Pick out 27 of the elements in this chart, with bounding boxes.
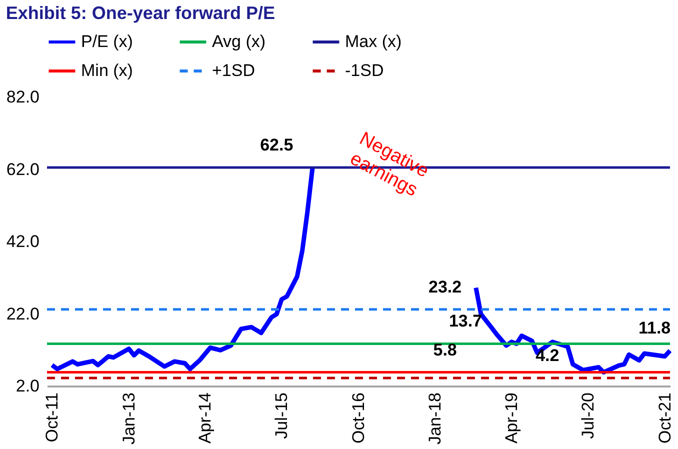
legend-label: +1SD — [212, 61, 255, 80]
x-tick-label: Jul-15 — [272, 392, 292, 439]
x-tick-label: Apr-14 — [196, 392, 215, 444]
annotation: 5.8 — [433, 340, 457, 360]
y-tick-label: 22.0 — [6, 304, 40, 324]
legend-label: -1SD — [345, 61, 384, 80]
annotation: 11.8 — [638, 318, 671, 338]
x-tick-label: Oct-16 — [349, 392, 368, 444]
x-tick-label: Oct-21 — [655, 392, 674, 444]
x-tick-label: Oct-11 — [42, 392, 62, 442]
annotation: 62.5 — [260, 135, 294, 154]
annotation: 4.2 — [536, 346, 560, 366]
y-tick-label: 42.0 — [6, 232, 40, 251]
x-tick-label: Jan-13 — [119, 392, 138, 444]
annotation: 23.2 — [428, 277, 462, 296]
legend-label: Max (x) — [345, 32, 402, 51]
y-tick-label: 62.0 — [6, 160, 40, 179]
legend-label: Min (x) — [81, 61, 133, 80]
legend-label: P/E (x) — [81, 32, 133, 51]
x-tick-label: Jul-20 — [578, 392, 598, 439]
x-tick-label: Jan-18 — [426, 392, 445, 444]
x-tick-label: Apr-19 — [502, 392, 521, 444]
chart-title: Exhibit 5: One-year forward P/E — [6, 3, 275, 23]
annotation: 13.7 — [448, 312, 482, 331]
y-tick-label: 2.0 — [16, 376, 40, 396]
legend-label: Avg (x) — [212, 32, 266, 51]
y-tick-label: 82.0 — [6, 88, 40, 106]
